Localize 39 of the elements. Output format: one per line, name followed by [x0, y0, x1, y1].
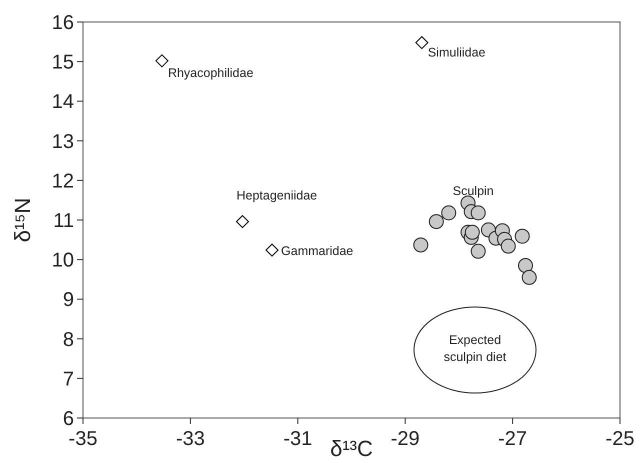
- point: [413, 237, 428, 252]
- y-tick-label: 6: [62, 408, 74, 430]
- y-tick-label: 12: [52, 170, 74, 192]
- point: [470, 244, 486, 259]
- series-label: Rhyacophilidae: [168, 66, 254, 80]
- y-tick-label: 9: [62, 289, 74, 312]
- point: [464, 224, 480, 240]
- series-label: Sculpin: [452, 184, 494, 198]
- x-tick-label: -27: [498, 428, 528, 450]
- series-label: Heptageniidae: [236, 188, 318, 203]
- y-tick-label: 7: [62, 368, 74, 390]
- point: [518, 258, 533, 274]
- y-tick-label: 10: [52, 250, 74, 272]
- x-tick-label: -29: [390, 428, 420, 450]
- point: [514, 228, 530, 244]
- y-tick-label: 11: [53, 210, 74, 232]
- y-tick-label: 8: [62, 328, 74, 351]
- point: [236, 215, 249, 228]
- y-tick-label: 13: [52, 130, 74, 153]
- annotation: Expected sculpin diet: [444, 333, 507, 364]
- y-tick-label: 14: [52, 91, 74, 114]
- y-axis-title: δ¹⁵N: [10, 198, 35, 242]
- point: [155, 54, 168, 68]
- point: [522, 270, 537, 285]
- x-tick-label: -35: [68, 428, 98, 450]
- point: [441, 205, 456, 220]
- point: [500, 238, 516, 254]
- y-tick-label: 15: [52, 52, 74, 74]
- point: [415, 36, 428, 50]
- x-tick-label: -33: [176, 428, 205, 450]
- point: [266, 244, 279, 257]
- y-tick-label: 16: [52, 12, 74, 34]
- x-tick-label: -31: [283, 428, 312, 450]
- point: [428, 214, 444, 230]
- point: [470, 205, 486, 220]
- x-axis-title: δ¹³C: [330, 436, 373, 461]
- series-label: Simuliidae: [428, 46, 486, 60]
- series-label: Gammaridae: [281, 244, 354, 258]
- x-tick-label: -25: [606, 428, 634, 450]
